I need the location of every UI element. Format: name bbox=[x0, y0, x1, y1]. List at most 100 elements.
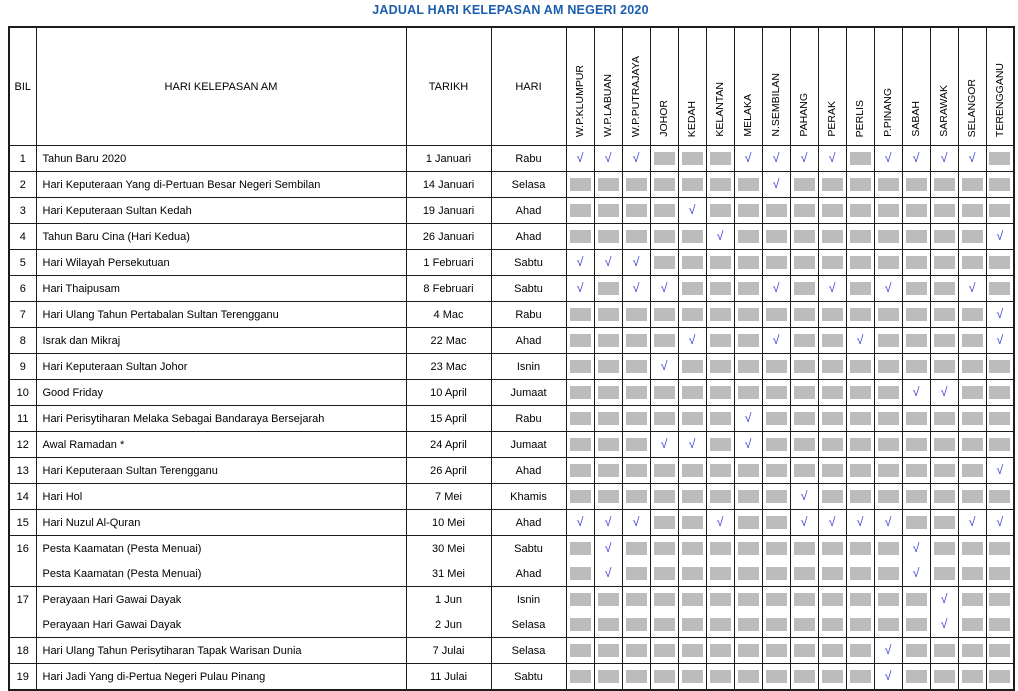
state-mark-cell bbox=[873, 171, 903, 198]
state-label: TERENGGANU bbox=[993, 62, 1006, 137]
check-icon: √ bbox=[912, 151, 920, 165]
col-header-day: HARI bbox=[490, 26, 567, 146]
state-mark-cell bbox=[593, 197, 623, 224]
no-holiday-box bbox=[737, 567, 759, 580]
state-mark-cell: √ bbox=[733, 145, 763, 172]
check-icon: √ bbox=[940, 385, 948, 399]
no-holiday-box bbox=[625, 412, 647, 425]
state-mark-cell bbox=[845, 171, 875, 198]
no-holiday-box bbox=[765, 438, 787, 451]
state-mark-cell bbox=[901, 327, 931, 354]
state-mark-cell bbox=[845, 612, 875, 638]
state-mark-cell bbox=[593, 586, 623, 612]
no-holiday-box bbox=[849, 308, 871, 321]
check-icon: √ bbox=[996, 229, 1004, 243]
state-mark-cell bbox=[789, 431, 819, 458]
table-row: 17 Perayaan Hari Gawai Dayak 1 Jun Isnin √ bbox=[8, 586, 1015, 612]
no-holiday-box bbox=[905, 178, 927, 191]
state-mark-cell bbox=[817, 561, 847, 587]
no-holiday-box bbox=[653, 334, 675, 347]
state-mark-cell: √ bbox=[789, 509, 819, 536]
state-mark-cell: √ bbox=[705, 223, 735, 250]
no-holiday-box bbox=[625, 670, 647, 683]
state-label: MELAKA bbox=[741, 94, 754, 137]
no-holiday-box bbox=[737, 256, 759, 269]
no-holiday-box bbox=[709, 308, 731, 321]
state-mark-cell bbox=[649, 145, 679, 172]
no-holiday-box bbox=[569, 670, 591, 683]
state-mark-cell bbox=[845, 586, 875, 612]
state-mark-cell bbox=[761, 561, 791, 587]
day-cell: Selasa bbox=[490, 637, 567, 664]
no-holiday-box bbox=[653, 230, 675, 243]
check-icon: √ bbox=[660, 437, 668, 451]
state-mark-cell: √ bbox=[593, 535, 623, 561]
no-holiday-box bbox=[737, 386, 759, 399]
check-icon: √ bbox=[996, 307, 1004, 321]
no-holiday-box bbox=[961, 256, 983, 269]
no-holiday-box bbox=[681, 670, 703, 683]
state-mark-cell bbox=[845, 535, 875, 561]
state-mark-cell bbox=[845, 275, 875, 302]
state-mark-cell bbox=[789, 197, 819, 224]
no-holiday-box bbox=[569, 438, 591, 451]
no-holiday-box bbox=[793, 542, 815, 555]
table-row: 16 Pesta Kaamatan (Pesta Menuai) 30 Mei Sab… bbox=[8, 535, 1015, 561]
bil-cell: 12 bbox=[8, 431, 37, 458]
no-holiday-box bbox=[569, 464, 591, 477]
state-mark-cell bbox=[873, 431, 903, 458]
state-mark-cell bbox=[985, 249, 1015, 276]
no-holiday-box bbox=[597, 230, 619, 243]
date-cell: 2 Jun bbox=[405, 612, 492, 638]
state-mark-cell bbox=[621, 561, 651, 587]
table-row: 6 Hari Thaipusam 8 Februari Sabtu √ √ √ √ √ √ √ bbox=[8, 275, 1015, 302]
no-holiday-box bbox=[849, 360, 871, 373]
no-holiday-box bbox=[765, 360, 787, 373]
state-mark-cell bbox=[565, 379, 595, 406]
check-icon: √ bbox=[828, 281, 836, 295]
state-mark-cell bbox=[677, 353, 707, 380]
no-holiday-box bbox=[765, 256, 787, 269]
check-icon: √ bbox=[744, 151, 752, 165]
date-cell: 31 Mei bbox=[405, 561, 492, 587]
no-holiday-box bbox=[989, 386, 1011, 399]
day-cell: Jumaat bbox=[490, 431, 567, 458]
check-icon: √ bbox=[828, 515, 836, 529]
bil-cell bbox=[8, 561, 37, 587]
state-mark-cell bbox=[705, 612, 735, 638]
state-mark-cell bbox=[649, 171, 679, 198]
no-holiday-box bbox=[849, 152, 871, 165]
bil-cell: 3 bbox=[8, 197, 37, 224]
state-mark-cell bbox=[929, 509, 959, 536]
no-holiday-box bbox=[737, 204, 759, 217]
state-label: PERAK bbox=[825, 101, 838, 137]
no-holiday-box bbox=[989, 152, 1011, 165]
no-holiday-box bbox=[933, 360, 955, 373]
state-mark-cell bbox=[733, 249, 763, 276]
no-holiday-box bbox=[681, 516, 703, 529]
no-holiday-box bbox=[569, 618, 591, 631]
no-holiday-box bbox=[709, 438, 731, 451]
no-holiday-box bbox=[933, 644, 955, 657]
table-row: 11 Hari Perisytiharan Melaka Sebagai Band… bbox=[8, 405, 1015, 432]
state-mark-cell bbox=[761, 405, 791, 432]
no-holiday-box bbox=[737, 334, 759, 347]
state-mark-cell bbox=[985, 637, 1015, 664]
state-mark-cell bbox=[593, 431, 623, 458]
table-row: 19 Hari Jadi Yang di-Pertua Negeri Pulau … bbox=[8, 663, 1015, 691]
no-holiday-box bbox=[681, 618, 703, 631]
state-mark-cell bbox=[565, 301, 595, 328]
no-holiday-box bbox=[849, 490, 871, 503]
state-mark-cell bbox=[761, 431, 791, 458]
state-mark-cell: √ bbox=[761, 171, 791, 198]
no-holiday-box bbox=[793, 618, 815, 631]
no-holiday-box bbox=[681, 386, 703, 399]
no-holiday-box bbox=[625, 386, 647, 399]
state-mark-cell bbox=[677, 637, 707, 664]
state-mark-cell bbox=[621, 197, 651, 224]
state-mark-cell bbox=[565, 561, 595, 587]
bil-cell: 9 bbox=[8, 353, 37, 380]
no-holiday-box bbox=[709, 593, 731, 606]
state-mark-cell bbox=[593, 379, 623, 406]
check-icon: √ bbox=[800, 489, 808, 503]
